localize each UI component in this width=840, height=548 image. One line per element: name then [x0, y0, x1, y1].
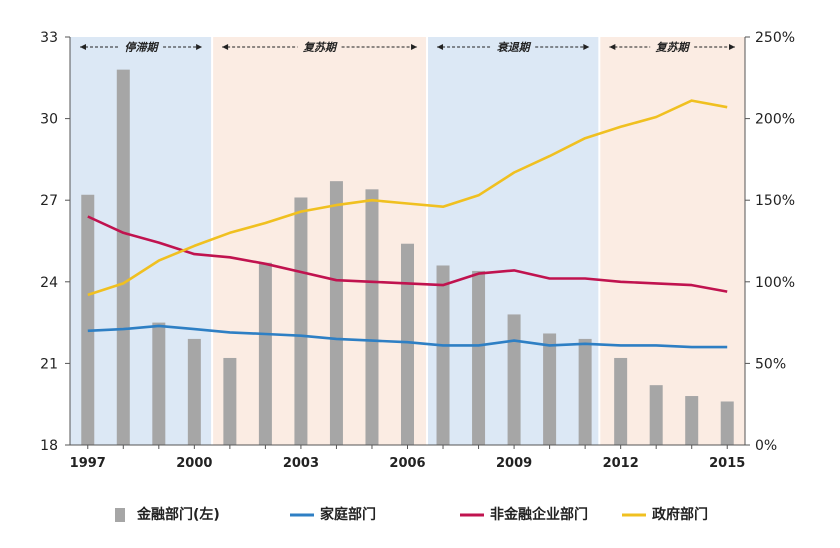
line-series-2: [87, 99, 728, 297]
right-tick-label-2: 100%: [755, 275, 795, 291]
bar-2008: [472, 270, 486, 445]
bar-2003: [294, 197, 308, 445]
right-tick-label-4: 200%: [755, 112, 795, 128]
bar-1998: [116, 69, 130, 445]
bar-2013: [649, 385, 663, 445]
x-tick-label-2015: 2015: [709, 456, 745, 471]
bar-2015: [720, 401, 734, 445]
bar-2007: [436, 265, 450, 445]
period-label-0: 停滞期: [125, 41, 160, 54]
period-bands: [70, 37, 745, 445]
bar-2005: [365, 189, 379, 445]
period-labels: 停滞期 复苏期 衰退期 复苏期: [80, 41, 735, 54]
bar-2006: [401, 243, 414, 445]
legend-label-2: 非金融企业部门: [490, 506, 588, 523]
period-arrowhead-left-2: [437, 44, 444, 50]
period-label-2: 衰退期: [497, 41, 532, 54]
x-tick-label-2006: 2006: [389, 456, 425, 471]
period-arrowhead-right-2: [583, 44, 590, 50]
bar-2011: [578, 338, 592, 445]
x-tick-label-2003: 2003: [283, 456, 319, 471]
legend-label-0: 金融部门(左): [136, 506, 220, 523]
line-series-1: [87, 215, 728, 293]
period-band-1: [212, 37, 428, 445]
legend: 金融部门(左) 家庭部门 非金融企业部门 政府部门: [115, 506, 708, 523]
left-tick-label-3: 27: [40, 193, 58, 209]
period-arrowhead-right-0: [196, 44, 203, 50]
period-arrowhead-right-1: [411, 44, 418, 50]
bar-2012: [614, 357, 628, 445]
bar-2004: [329, 181, 343, 445]
x-tick-label-2009: 2009: [496, 456, 532, 471]
bar-2014: [685, 396, 699, 445]
x-tick-label-1997: 1997: [70, 456, 106, 471]
left-tick-label-5: 33: [40, 30, 58, 46]
bar-2009: [507, 314, 521, 445]
bar-2001: [223, 357, 237, 445]
x-tick-label-2000: 2000: [176, 456, 212, 471]
period-label-3: 复苏期: [655, 41, 691, 54]
line-series-0: [87, 324, 728, 349]
bar-2000: [187, 338, 201, 445]
left-tick-label-0: 18: [40, 438, 58, 454]
period-arrowhead-left-0: [80, 44, 86, 50]
period-arrowhead-left-1: [222, 44, 229, 50]
left-tick-label-2: 24: [40, 275, 58, 291]
period-arrowhead-left-3: [609, 44, 616, 50]
left-tick-label-4: 30: [40, 112, 58, 128]
period-label-1: 复苏期: [302, 41, 338, 54]
right-tick-label-3: 150%: [755, 193, 795, 209]
financial-sector-bars: [81, 69, 734, 445]
right-tick-label-1: 50%: [755, 356, 786, 372]
x-tick-label-2012: 2012: [603, 456, 639, 471]
right-tick-label-0: 0%: [755, 438, 777, 454]
line-series: [87, 99, 728, 349]
bar-1999: [152, 322, 166, 445]
legend-label-3: 政府部门: [652, 506, 708, 523]
legend-swatch-0: [115, 508, 125, 522]
left-tick-label-1: 21: [40, 356, 58, 372]
bar-2002: [258, 262, 272, 445]
right-tick-label-5: 250%: [755, 30, 795, 46]
axes: 18 21 24 27 30 33 0% 50% 100% 150% 200% 250% 1997 200…: [40, 30, 795, 471]
bar-2010: [543, 333, 557, 445]
legend-label-1: 家庭部门: [320, 506, 376, 523]
bar-1997: [81, 194, 95, 445]
period-arrowhead-right-3: [729, 44, 735, 50]
